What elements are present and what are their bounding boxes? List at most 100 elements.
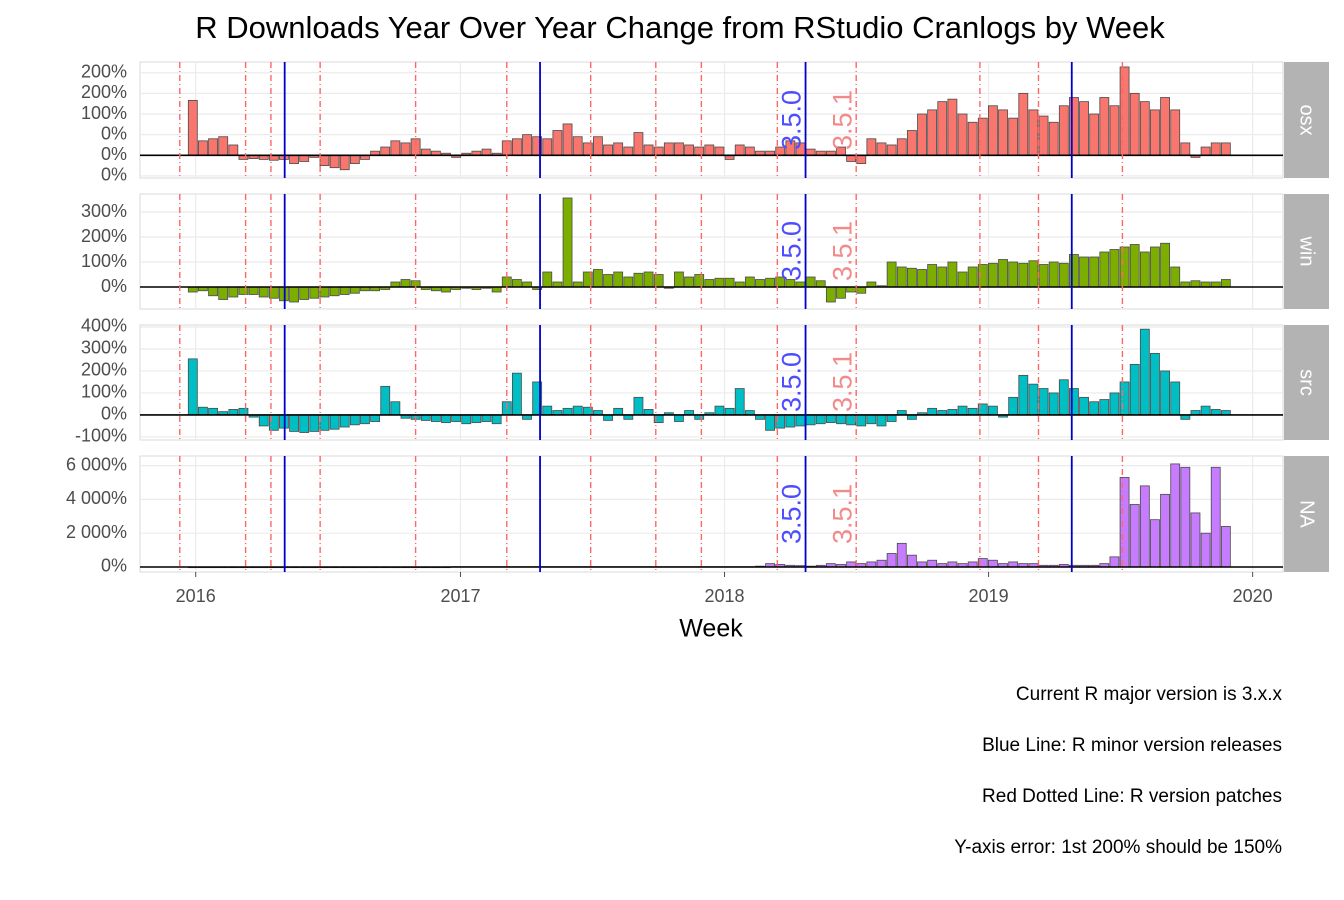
bar: [734, 144, 745, 156]
bar: [937, 266, 948, 288]
bar: [1190, 280, 1201, 288]
bar: [815, 414, 826, 425]
y-tick-label: 6 000%: [66, 454, 127, 474]
bar: [957, 113, 968, 156]
version-label: 3.5.0: [777, 221, 807, 281]
bar: [1200, 405, 1211, 416]
bar: [967, 407, 978, 416]
bar: [684, 144, 694, 156]
bar: [349, 414, 360, 426]
bar: [198, 140, 208, 156]
version-label: 3.5.1: [827, 221, 857, 281]
bar: [491, 414, 502, 425]
y-tick-label: -100%: [75, 426, 127, 446]
bar: [856, 286, 867, 294]
bar: [714, 146, 725, 156]
bar: [299, 286, 310, 300]
bar: [1109, 105, 1120, 156]
bar: [593, 269, 603, 288]
bar: [542, 138, 553, 156]
bar: [461, 414, 472, 425]
bar: [967, 121, 978, 156]
bar: [886, 414, 897, 422]
bar: [623, 276, 634, 288]
bar: [674, 271, 684, 288]
bar: [1099, 251, 1110, 288]
bar: [319, 286, 330, 298]
bar: [836, 286, 846, 299]
bar: [846, 414, 857, 426]
bar: [765, 277, 775, 288]
y-tick-label: 0%: [101, 556, 127, 576]
version-label: 3.5.1: [827, 90, 857, 150]
bar: [1109, 249, 1120, 288]
bar: [1190, 512, 1201, 568]
bar: [633, 132, 644, 156]
bar: [380, 385, 391, 416]
bar: [836, 414, 846, 425]
bar: [552, 130, 563, 156]
bar: [1038, 264, 1049, 288]
bar: [663, 142, 674, 156]
bar: [562, 407, 573, 416]
bar: [1119, 246, 1130, 288]
bar: [1018, 374, 1029, 416]
note: Red Dotted Line: R version patches: [982, 786, 1282, 807]
bar: [512, 279, 522, 288]
bar: [886, 261, 897, 288]
bar: [876, 142, 887, 156]
bar: [988, 262, 998, 288]
version-label: 3.5.0: [777, 352, 807, 412]
bar: [1069, 388, 1079, 416]
bar: [805, 414, 816, 426]
bar: [795, 414, 806, 427]
y-tick-label: 0%: [101, 165, 127, 185]
bar: [1038, 115, 1049, 156]
bar: [349, 154, 360, 164]
bar: [1150, 352, 1160, 416]
bar: [1210, 409, 1221, 416]
bar: [542, 271, 553, 288]
bar: [694, 146, 705, 156]
bar: [522, 134, 532, 156]
bar: [988, 105, 998, 156]
bar: [674, 414, 684, 422]
version-label: 3.5.0: [777, 484, 807, 544]
bar: [1028, 109, 1039, 156]
bar: [633, 272, 644, 288]
bar: [339, 286, 350, 295]
bar: [917, 113, 927, 156]
bar: [238, 407, 249, 416]
y-tick-label: 200%: [81, 226, 127, 246]
bar: [1018, 92, 1029, 156]
y-tick-label: 0%: [101, 144, 127, 164]
bar: [755, 279, 765, 288]
bar: [876, 414, 887, 427]
bar: [562, 197, 573, 288]
bar: [572, 405, 583, 416]
bar: [339, 414, 350, 428]
bar: [309, 414, 320, 432]
bar: [289, 286, 299, 303]
y-tick-label: 0%: [101, 276, 127, 296]
bar: [927, 559, 938, 568]
bar: [1129, 363, 1140, 416]
bar: [1200, 532, 1211, 568]
facet-strip: [1284, 325, 1329, 440]
bar: [299, 414, 310, 433]
bar: [1079, 396, 1089, 416]
note: Current R major version is 3.x.x: [1016, 684, 1283, 705]
bar: [339, 154, 350, 171]
y-tick-label: 100%: [81, 382, 127, 402]
facet-strip: [1284, 62, 1329, 178]
bar: [1028, 260, 1039, 288]
bar: [1069, 254, 1079, 288]
bar: [420, 148, 431, 156]
note: Blue Line: R minor version releases: [982, 735, 1282, 756]
bar: [1139, 485, 1150, 568]
y-tick-label: 100%: [81, 103, 127, 123]
bar: [896, 266, 907, 288]
x-tick-label: 2018: [704, 586, 744, 606]
bar: [1089, 113, 1100, 156]
